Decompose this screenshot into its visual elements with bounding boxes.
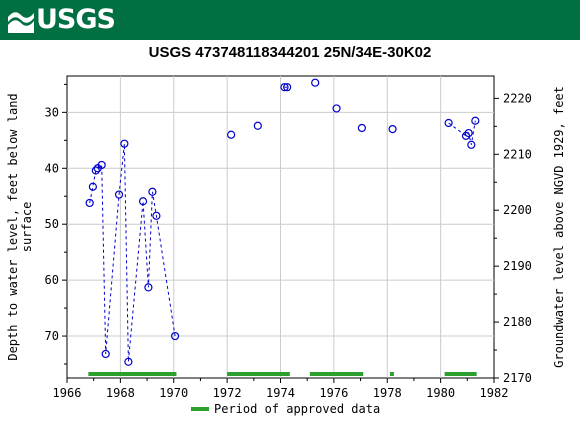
approved-period-bar: [309, 372, 364, 376]
data-point: [138, 197, 148, 206]
approved-period-bar: [88, 372, 177, 376]
approved-periods: [88, 372, 477, 376]
y-right-tick-label: 2220: [503, 91, 532, 105]
legend-swatch: [191, 407, 209, 411]
data-point: [357, 123, 366, 133]
data-point: [85, 198, 94, 208]
usgs-wave-icon: [8, 12, 34, 33]
y-axis-label-left-line1: Depth to water level, feet below land: [6, 93, 20, 360]
x-tick-label: 1978: [373, 386, 402, 400]
data-point: [152, 211, 161, 220]
y-axis-label-right: Groundwater level above NGVD 1929, feet: [552, 86, 566, 368]
x-tick-label: 1976: [319, 386, 348, 400]
data-points: [85, 78, 480, 366]
y-right-tick-label: 2180: [503, 315, 532, 329]
x-tick-label: 1980: [426, 386, 455, 400]
data-point: [144, 283, 153, 292]
x-tick-label: 1968: [106, 386, 135, 400]
x-tick-label: 1982: [480, 386, 509, 400]
data-point: [283, 83, 292, 92]
y-right-tick-label: 2190: [503, 259, 532, 273]
usgs-header-bar: USGS: [0, 0, 580, 40]
data-point: [311, 78, 320, 87]
data-point: [97, 160, 106, 170]
y-left-tick-label: 30: [45, 105, 59, 119]
data-point: [471, 116, 480, 125]
data-point: [88, 182, 97, 191]
y-left-tick-label: 70: [45, 329, 59, 343]
data-point: [467, 140, 476, 149]
right-axis-ticks: 2220 2210 2200 2190 2180 2170: [494, 91, 532, 385]
x-tick-label: 1970: [159, 386, 188, 400]
data-point: [114, 190, 124, 199]
data-point: [280, 83, 289, 92]
usgs-logo[interactable]: USGS: [8, 4, 116, 35]
usgs-logo-text: USGS: [36, 4, 116, 35]
data-point: [227, 130, 236, 139]
x-tick-label: 1966: [53, 386, 82, 400]
chart-title: USGS 473748118344201 25N/34E-30K02: [148, 44, 432, 61]
x-tick-label: 1974: [266, 386, 295, 400]
legend-label: Period of approved data: [214, 402, 380, 416]
data-point: [120, 139, 129, 148]
series-line-segment: [89, 143, 176, 362]
x-tick-label: 1972: [213, 386, 242, 400]
data-point: [444, 118, 453, 128]
y-left-tick-label: 40: [45, 161, 59, 175]
data-point: [461, 131, 471, 140]
approved-period-bar: [444, 372, 477, 376]
y-left-tick-label: 50: [45, 217, 59, 231]
y-right-tick-label: 2210: [503, 147, 532, 161]
data-point: [101, 349, 110, 359]
y-right-tick-label: 2200: [503, 203, 532, 217]
grid: [67, 76, 494, 378]
y-left-tick-label: 60: [45, 273, 59, 287]
data-point: [124, 357, 133, 366]
approved-period-bar: [227, 372, 290, 376]
approved-period-bar: [389, 372, 394, 376]
data-point: [148, 187, 157, 196]
data-point: [170, 331, 180, 341]
data-point: [464, 128, 473, 138]
x-axis-ticks: 1966 1968 1970 1972 1974 1976 1978 1980 1982: [53, 378, 509, 400]
data-point: [91, 166, 100, 175]
data-point: [388, 125, 397, 134]
y-axis-label-left-line2: surface: [20, 202, 34, 253]
left-axis-ticks: 30 40 50 60 70: [45, 83, 67, 365]
data-point: [253, 121, 262, 130]
y-right-tick-label: 2170: [503, 371, 532, 385]
data-point: [332, 104, 341, 113]
